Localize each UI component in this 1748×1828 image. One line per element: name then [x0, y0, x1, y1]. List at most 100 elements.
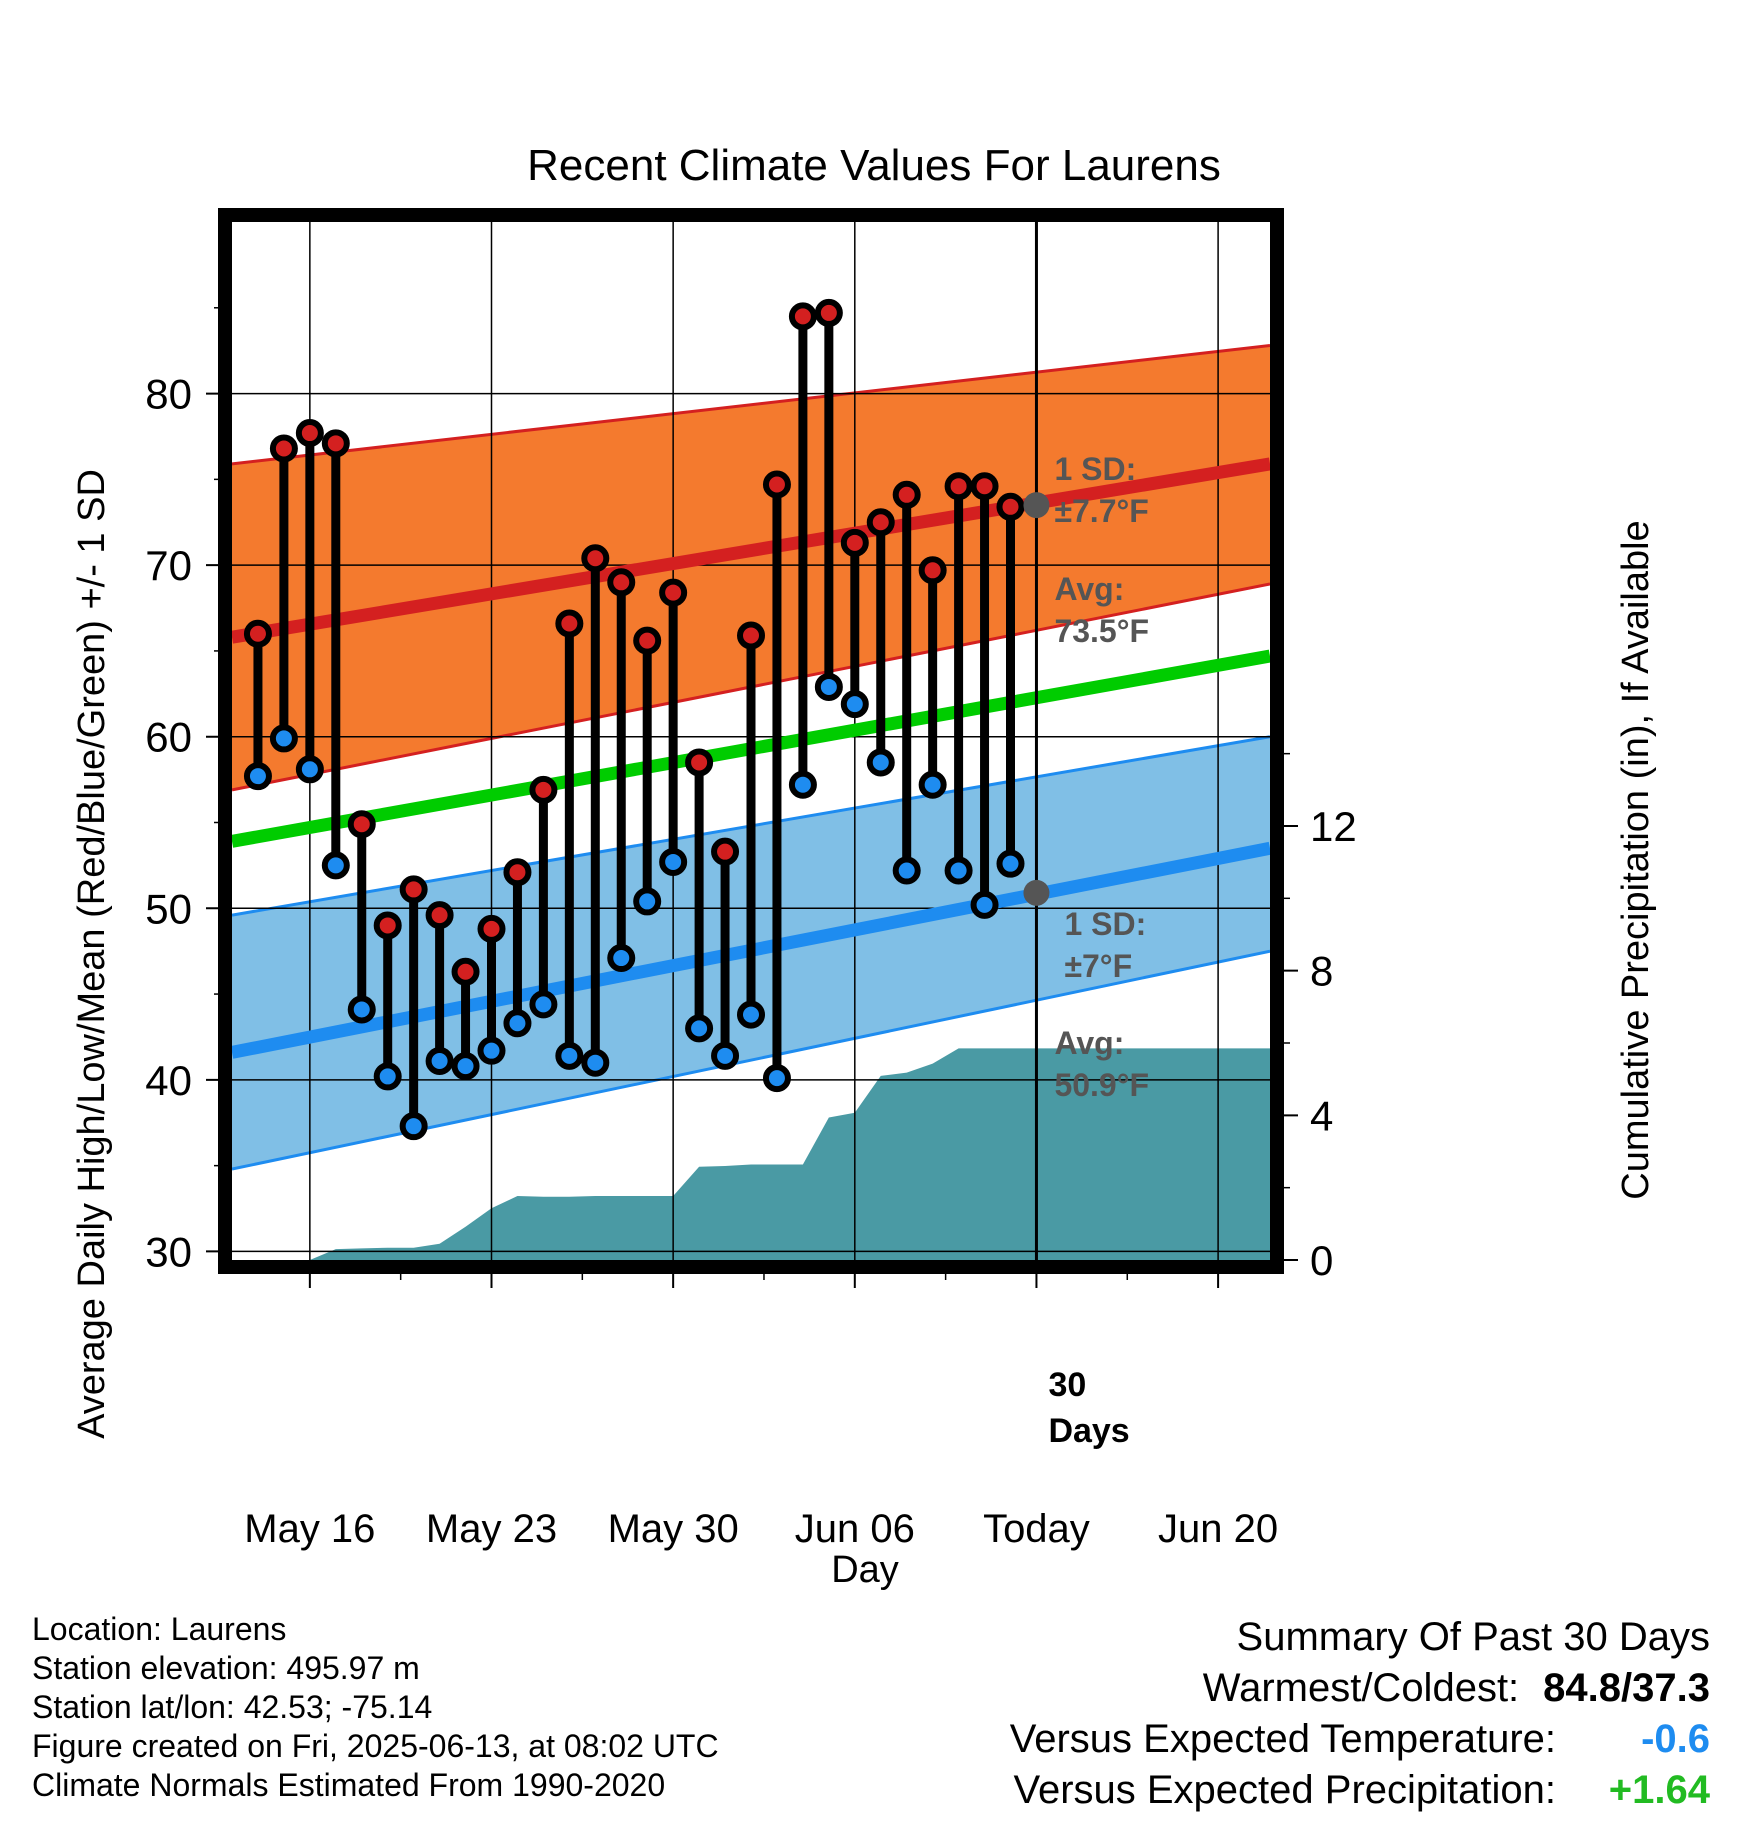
- daily-stems: [253, 312, 1015, 1127]
- x-tick-label: May 23: [426, 1507, 557, 1551]
- y-left-tick-label: 80: [145, 371, 192, 418]
- daily-high-point: [529, 775, 558, 804]
- x-tick-label: May 16: [244, 1507, 375, 1551]
- daily-low-point: [425, 1046, 454, 1075]
- daily-low-point: [892, 856, 921, 885]
- daily-high-point: [762, 470, 791, 499]
- daily-high-point: [918, 556, 947, 585]
- y-right-tick-label: 4: [1310, 1092, 1333, 1139]
- daily-low-point: [399, 1112, 428, 1141]
- daily-low-point: [788, 770, 817, 799]
- chart-title: Recent Climate Values For Laurens: [527, 141, 1221, 190]
- daily-low-point: [685, 1014, 714, 1043]
- low-sd-value: ±7°F: [1064, 948, 1132, 984]
- y-left-tick-label: 50: [145, 885, 192, 932]
- summary-temp-value: -0.6: [1641, 1717, 1710, 1761]
- daily-low-point: [451, 1052, 480, 1081]
- daily-high-point: [243, 619, 272, 648]
- y-left-tick-label: 40: [145, 1057, 192, 1104]
- daily-high-point: [269, 434, 298, 463]
- y-right-tick-label: 8: [1310, 948, 1333, 995]
- low-avg-marker: [1023, 879, 1050, 906]
- daily-low-point: [607, 944, 636, 973]
- summary-temp-row: Versus Expected Temperature: -0.6: [1010, 1714, 1710, 1765]
- daily-low-point: [581, 1048, 610, 1077]
- high-avg-marker: [1023, 492, 1050, 519]
- station-info: Location: Laurens Station elevation: 495…: [32, 1610, 719, 1805]
- daily-high-point: [607, 568, 636, 597]
- window-label-number: 30: [1048, 1366, 1086, 1404]
- summary-warmest-value: 84.8/37.3: [1543, 1666, 1710, 1710]
- summary-warmest-label: Warmest/Coldest:: [1202, 1666, 1520, 1710]
- low-avg-value: 50.9°F: [1054, 1067, 1149, 1103]
- daily-high-point: [581, 544, 610, 573]
- info-elevation: Station elevation: 495.97 m: [32, 1650, 420, 1686]
- axes: 30 40 50 60 70 80 0 4 8 12 May 16 May 23 May 30 Jun 0…: [145, 307, 1357, 1551]
- plot-border: [218, 208, 1284, 1274]
- high-avg-label: Avg:: [1054, 571, 1124, 607]
- daily-high-point: [866, 508, 895, 537]
- precip-area: [283, 1048, 1270, 1260]
- daily-high-point: [659, 578, 688, 607]
- high-sd-label: 1 SD:: [1054, 451, 1136, 487]
- daily-high-point: [451, 957, 480, 986]
- y-axis-right-label: Cumulative Precipitation (in), If Availa…: [1615, 520, 1657, 1199]
- summary-precip-row: Versus Expected Precipitation: +1.64: [1010, 1765, 1710, 1816]
- y-axis-left-label: Average Daily High/Low/Mean (Red/Blue/Gr…: [71, 469, 113, 1439]
- daily-low-point: [243, 762, 272, 791]
- daily-low-point: [970, 890, 999, 919]
- daily-high-point: [347, 810, 376, 839]
- daily-low-point: [814, 672, 843, 701]
- summary-warmest-row: Warmest/Coldest: 84.8/37.3: [1010, 1663, 1710, 1714]
- daily-low-point: [918, 770, 947, 799]
- daily-high-point: [737, 621, 765, 650]
- daily-low-point: [295, 755, 324, 784]
- x-tick-label: May 30: [608, 1507, 739, 1551]
- daily-high-point: [788, 302, 817, 331]
- daily-high-point: [840, 528, 869, 557]
- daily-high-point: [633, 626, 662, 655]
- info-location: Location: Laurens: [32, 1611, 287, 1647]
- daily-high-point: [996, 492, 1025, 521]
- daily-low-point: [840, 690, 869, 719]
- info-created: Figure created on Fri, 2025-06-13, at 08…: [32, 1728, 719, 1764]
- low-sd-label: 1 SD:: [1064, 906, 1146, 942]
- high-band-upper-edge: [232, 344, 1270, 466]
- y-right-tick-label: 0: [1310, 1237, 1333, 1284]
- x-tick-label: Jun 20: [1158, 1507, 1278, 1551]
- daily-low-point: [529, 990, 558, 1019]
- precip-series: [283, 1048, 1270, 1260]
- summary-precip-label: Versus Expected Precipitation:: [1013, 1768, 1556, 1812]
- daily-low-point: [555, 1041, 584, 1070]
- plot-frame: [218, 208, 1284, 1274]
- low-avg-label: Avg:: [1054, 1025, 1124, 1061]
- daily-high-point: [970, 472, 999, 501]
- daily-high-point: [503, 858, 532, 887]
- y-left-tick-label: 60: [145, 714, 192, 761]
- daily-high-point: [711, 837, 740, 866]
- daily-low-point: [503, 1009, 532, 1038]
- summary-precip-value: +1.64: [1608, 1768, 1710, 1812]
- daily-low-point: [944, 856, 973, 885]
- daily-high-point: [373, 911, 402, 940]
- daily-low-point: [866, 748, 895, 777]
- info-latlon: Station lat/lon: 42.53; -75.14: [32, 1689, 433, 1725]
- y-right-tick-label: 12: [1310, 803, 1357, 850]
- daily-low-point: [659, 847, 688, 876]
- y-left-tick-label: 30: [145, 1228, 192, 1275]
- x-tick-label: Today: [983, 1507, 1090, 1551]
- daily-high-point: [555, 609, 584, 638]
- daily-low-point: [762, 1064, 791, 1093]
- daily-low-point: [347, 995, 376, 1024]
- daily-low-point: [633, 887, 662, 916]
- high-sd-value: ±7.7°F: [1054, 493, 1148, 529]
- daily-low-point: [269, 724, 298, 753]
- daily-high-point: [321, 429, 350, 458]
- normal-high-line: [232, 457, 1270, 644]
- y-left-tick-label: 70: [145, 542, 192, 589]
- window-label-unit: Days: [1048, 1412, 1129, 1450]
- daily-high-point: [295, 419, 324, 448]
- climate-chart: Recent Climate Values For Laurens 1 SD: ±…: [71, 141, 1657, 1591]
- x-tick-label: Jun 06: [795, 1507, 915, 1551]
- daily-low-point: [477, 1036, 506, 1065]
